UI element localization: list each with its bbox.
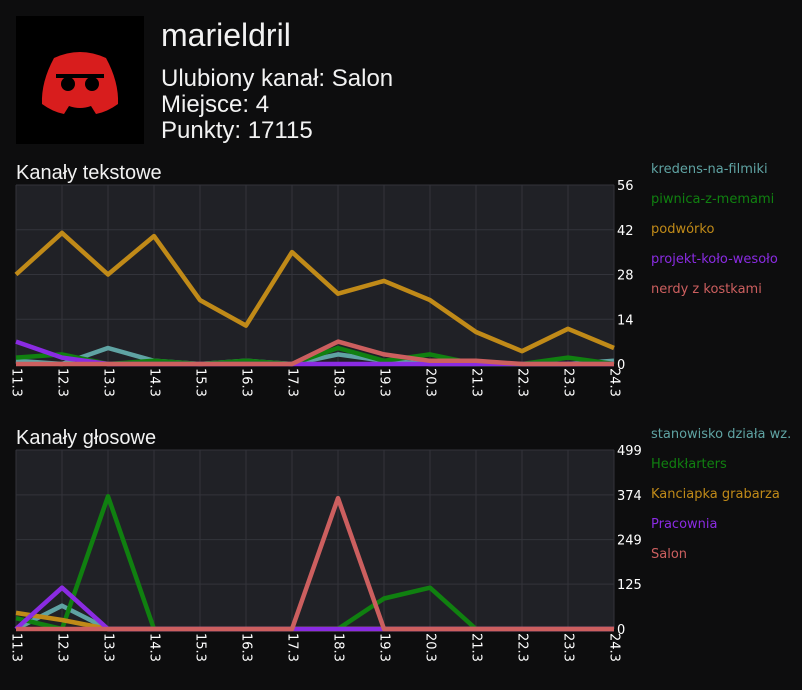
x-tick-label: 15.3: [193, 368, 208, 397]
y-tick-label: 0: [617, 623, 625, 638]
legend-item: kredens-na-filmiki: [651, 162, 768, 177]
y-tick-label: 125: [617, 578, 642, 593]
y-tick-label: 499: [617, 444, 642, 459]
x-tick-label: 12.3: [55, 368, 70, 397]
y-tick-label: 42: [617, 224, 634, 239]
text-channels-title: Kanały tekstowe: [16, 162, 162, 184]
x-tick-label: 23.3: [561, 633, 576, 662]
x-tick-label: 17.3: [285, 368, 300, 397]
legend-item: Pracownia: [651, 517, 718, 532]
chart-1-group: 0 125 249 374 499 11.3 12.3 13.3 14.3 15.3 16.3 17.…: [9, 444, 642, 662]
series-line: [16, 495, 614, 632]
legend-item: piwnica-z-memami: [651, 192, 775, 207]
x-tick-label: 24.3: [607, 633, 622, 662]
x-tick-label: 17.3: [285, 633, 300, 662]
user-avatar: [16, 16, 144, 144]
y-tick-label: 56: [617, 179, 634, 194]
y-tick-label: 249: [617, 534, 642, 549]
rank: Miejsce: 4: [161, 91, 270, 118]
legend-item: projekt-koło-wesoło: [651, 252, 778, 267]
legend-item: nerdy z kostkami: [651, 282, 762, 297]
x-tick-label: 22.3: [515, 368, 530, 397]
x-tick-label: 12.3: [55, 633, 70, 662]
y-tick-label: 0: [617, 358, 625, 373]
text-channels-legend: kredens-na-filmiki piwnica-z-memami podwór…: [651, 155, 778, 305]
legend-item: Kanciapka grabarza: [651, 487, 780, 502]
x-tick-label: 16.3: [239, 633, 254, 662]
x-tick-label: 23.3: [561, 368, 576, 397]
favorite-channel: Ulubiony kanał: Salon: [161, 65, 394, 92]
series-line: [16, 339, 614, 367]
voice-channels-title: Kanały głosowe: [16, 427, 157, 449]
x-tick-label: 11.3: [9, 633, 24, 662]
x-tick-label: 13.3: [101, 633, 116, 662]
x-tick-label: 18.3: [331, 368, 346, 397]
x-tick-label: 21.3: [469, 633, 484, 662]
legend-item: Salon: [651, 547, 688, 562]
x-tick-label: 18.3: [331, 633, 346, 662]
x-tick-label: 14.3: [147, 633, 162, 662]
profile-stats: Ulubiony kanał: Salon Miejsce: 4 Punkty:…: [161, 66, 393, 144]
x-tick-label: 21.3: [469, 368, 484, 397]
x-tick-label: 22.3: [515, 633, 530, 662]
x-tick-label: 20.3: [423, 633, 438, 662]
x-tick-label: 16.3: [239, 368, 254, 397]
x-tick-label: 15.3: [193, 633, 208, 662]
x-tick-label: 14.3: [147, 368, 162, 397]
discord-logo-icon: [41, 52, 119, 114]
y-tick-label: 14: [617, 313, 634, 328]
x-tick-label: 20.3: [423, 368, 438, 397]
x-tick-label: 13.3: [101, 368, 116, 397]
x-tick-label: 11.3: [9, 368, 24, 397]
points: Punkty: 17115: [161, 117, 313, 144]
x-tick-label: 19.3: [377, 368, 392, 397]
legend-item: podwórko: [651, 222, 715, 237]
chart-0-group: 0 14 28 42 56 11.3 12.3 13.3 14.3 15.3 16.3 17.3 18.…: [9, 179, 634, 397]
x-tick-label: 24.3: [607, 368, 622, 397]
y-tick-label: 374: [617, 489, 642, 504]
voice-channels-legend: stanowisko działa wz. Hedkłarters Kanciapk…: [651, 420, 791, 570]
username: marieldril: [161, 17, 291, 53]
legend-item: stanowisko działa wz.: [651, 427, 792, 442]
legend-item: Hedkłarters: [651, 457, 727, 472]
series-line: [14, 230, 615, 354]
y-tick-label: 28: [617, 269, 634, 284]
x-tick-label: 19.3: [377, 633, 392, 662]
